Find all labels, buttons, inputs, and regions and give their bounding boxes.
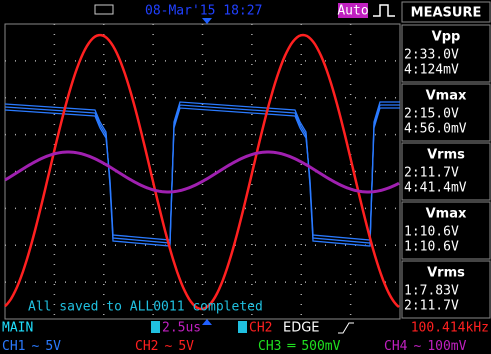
channel-coupling: ═ — [286, 339, 295, 354]
m-icon — [151, 321, 160, 333]
measure-value: 4:124mV — [404, 63, 459, 78]
trigger-source: CH2 — [249, 321, 272, 336]
status-message: All saved to ALL0011 completed — [28, 300, 263, 315]
channel-name: CH1 — [2, 339, 25, 354]
channel-info: CH2 ∼ 5V — [135, 339, 194, 354]
t-icon — [238, 321, 247, 333]
mode: Auto — [337, 4, 368, 19]
measure-title: Vmax — [426, 89, 467, 104]
channel-coupling: ∼ — [164, 339, 172, 354]
measure-title: Vrms — [427, 148, 465, 163]
channel-name: CH3 — [258, 339, 281, 354]
measure-value: 2:11.7V — [404, 166, 459, 181]
channel-scale: 5V — [45, 339, 61, 354]
channel-scale: 500mV — [301, 339, 340, 354]
measure-title: Vrms — [427, 266, 465, 281]
channel-scale: 100mV — [427, 339, 466, 354]
measure-title: Vmax — [426, 207, 467, 222]
frequency: 100.414kHz — [411, 321, 489, 336]
measure-title: Vpp — [432, 30, 461, 45]
measure-value: 4:41.4mV — [404, 181, 467, 196]
measure-value: 2:15.0V — [404, 107, 459, 122]
scope-screen: 08-Mar'15 18:27 Auto MEASURE All saved t… — [0, 0, 491, 354]
timebase-label: MAIN — [2, 321, 33, 336]
channel-coupling: ∼ — [31, 339, 39, 354]
measure-value: 2:33.0V — [404, 48, 459, 63]
measure-value: 1:10.6V — [404, 225, 459, 240]
measure-value: 2:11.7V — [404, 299, 459, 314]
channel-info: CH1 ∼ 5V — [2, 339, 61, 354]
channel-scale: 5V — [178, 339, 194, 354]
measure-panel: Vpp 2:33.0V4:124mV Vmax 2:15.0V4:56.0mV Vrms… — [402, 25, 490, 318]
timebase: 2.5us — [162, 321, 201, 336]
channel-name: CH2 — [135, 339, 158, 354]
measure-value: 4:56.0mV — [404, 122, 467, 137]
trigger-type: EDGE — [283, 321, 320, 336]
channel-coupling: ∼ — [413, 339, 421, 354]
measure-value: 1:10.6V — [404, 240, 459, 255]
datetime: 08-Mar'15 18:27 — [145, 4, 262, 19]
channel-name: CH4 — [384, 339, 408, 354]
measure-value: 1:7.83V — [404, 284, 459, 299]
panel-title: MEASURE — [411, 6, 482, 21]
